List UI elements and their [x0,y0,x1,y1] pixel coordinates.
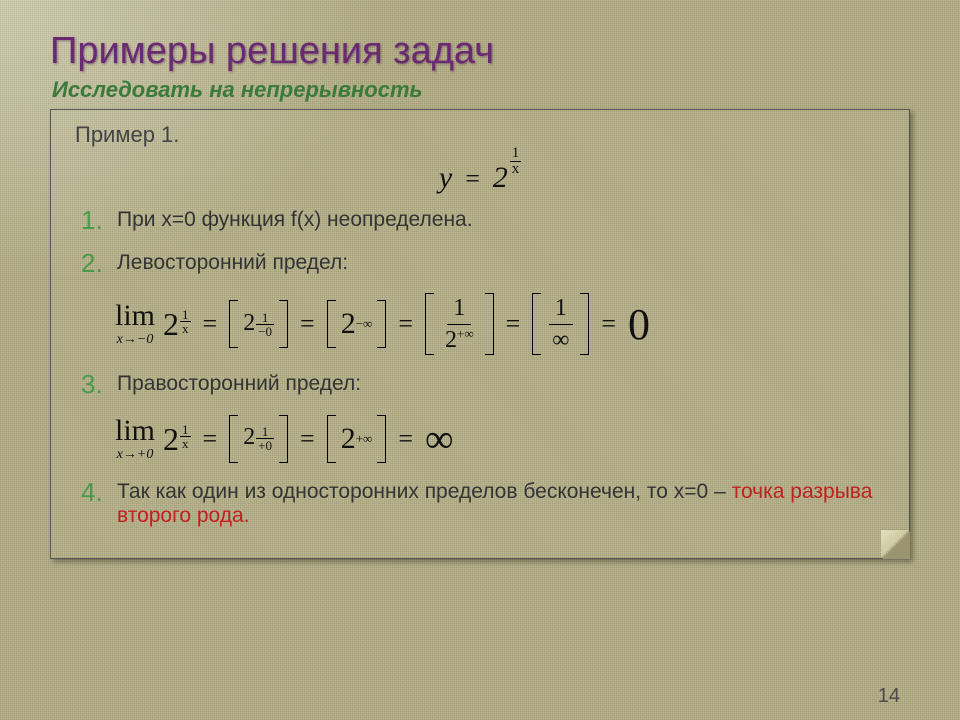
term3-bracket: 2−∞ [327,298,387,350]
step-text: Так как один из односторонних пределов б… [117,477,885,528]
content-box: Пример 1. y = 21x 1. При x=0 функция f(x… [50,109,910,559]
left-limit-equation: lim x→−0 2 1x = 2 1−0 = 2−∞ [115,291,885,357]
main-equation: y = 21x [75,146,885,195]
lim-block: lim x→−0 [115,301,155,347]
steps-list-3: 4. Так как один из односторонних предело… [81,477,885,528]
step-number: 4. [81,477,117,508]
slide: Примеры решения задач Исследовать на неп… [0,0,960,720]
step-3: 3. Правосторонний предел: [81,369,885,400]
eq-equals: = [464,164,482,193]
right-result: ∞ [425,415,454,462]
term1: 2 1x [163,308,191,340]
slide-content: Примеры решения задач Исследовать на неп… [50,30,910,559]
eq-base: 2 [493,161,508,194]
example-label: Пример 1. [75,122,885,148]
left-result: 0 [628,299,650,350]
term3-bracket: 2+∞ [327,413,387,465]
steps-list: 1. При x=0 функция f(x) неопределена. 2.… [81,205,885,279]
lim-block: lim x→+0 [115,416,155,462]
slide-title: Примеры решения задач [50,30,910,73]
step-4: 4. Так как один из односторонних предело… [81,477,885,528]
step-number: 1. [81,205,117,236]
step-text: Левосторонний предел: [117,248,885,275]
step-text: При x=0 функция f(x) неопределена. [117,205,885,232]
slide-subtitle: Исследовать на непрерывность [52,77,910,103]
eq-exponent: 1x [510,146,522,177]
step-text: Правосторонний предел: [117,369,885,396]
term1: 2 1x [163,423,191,455]
step-1: 1. При x=0 функция f(x) неопределена. [81,205,885,236]
term5-bracket: 1 ∞ [532,291,589,357]
term2-bracket: 2 1−0 [229,298,288,350]
steps-list-2: 3. Правосторонний предел: [81,369,885,400]
eq-lhs: y [439,161,452,194]
term4-bracket: 1 2+∞ [425,291,494,357]
step-number: 2. [81,248,117,279]
step-2: 2. Левосторонний предел: [81,248,885,279]
page-number: 14 [878,685,900,708]
step-number: 3. [81,369,117,400]
right-limit-equation: lim x→+0 2 1x = 2 1+0 = 2+∞ [115,413,885,465]
term2-bracket: 2 1+0 [229,413,288,465]
